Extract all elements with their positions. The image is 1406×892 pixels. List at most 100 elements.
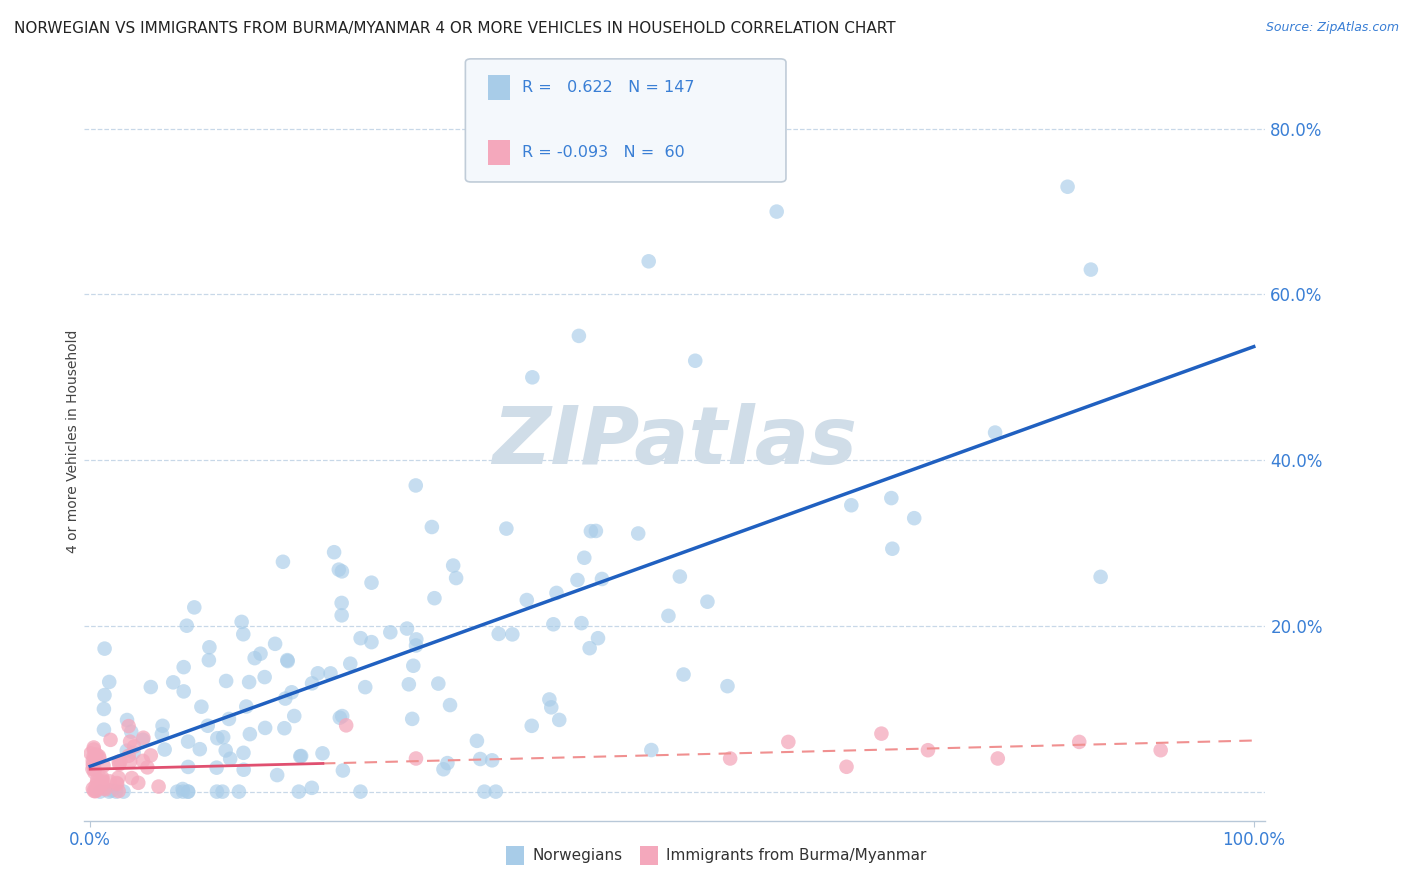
Point	[330, 565, 353, 579]
Point	[1056, 179, 1078, 194]
Point	[398, 677, 420, 691]
Point	[516, 593, 538, 607]
Point	[215, 743, 238, 757]
Point	[465, 734, 488, 748]
Point	[586, 631, 609, 645]
Point	[432, 762, 454, 776]
Point	[98, 675, 121, 690]
Point	[127, 776, 149, 790]
Point	[93, 781, 115, 796]
Point	[274, 691, 297, 706]
Point	[166, 784, 188, 798]
Point	[380, 625, 402, 640]
Point	[470, 752, 492, 766]
Point	[231, 615, 253, 629]
Point	[87, 779, 110, 793]
Point	[87, 749, 110, 764]
Point	[402, 658, 425, 673]
Point	[330, 596, 353, 610]
Point	[90, 774, 112, 789]
Point	[205, 784, 228, 798]
Point	[328, 563, 350, 577]
Point	[280, 685, 302, 699]
Point	[882, 541, 904, 556]
Point	[176, 618, 198, 632]
Point	[716, 679, 738, 693]
Point	[177, 784, 200, 798]
Point	[107, 784, 129, 798]
Point	[395, 622, 418, 636]
Point	[132, 754, 155, 768]
Point	[276, 653, 298, 667]
Point	[546, 586, 568, 600]
Point	[360, 575, 382, 590]
Point	[110, 754, 132, 768]
Text: Norwegians: Norwegians	[533, 848, 623, 863]
Point	[591, 572, 613, 586]
Point	[98, 774, 121, 789]
Point	[86, 747, 108, 762]
Point	[444, 571, 467, 585]
Point	[139, 680, 162, 694]
Point	[83, 763, 105, 777]
Point	[120, 734, 142, 748]
Point	[198, 640, 221, 655]
Point	[436, 756, 458, 771]
Point	[105, 777, 128, 791]
Point	[405, 751, 427, 765]
Point	[567, 573, 589, 587]
Point	[718, 751, 741, 765]
Point	[311, 747, 333, 761]
Point	[83, 784, 105, 798]
Point	[152, 719, 174, 733]
Point	[120, 724, 142, 739]
Point	[90, 779, 112, 793]
Point	[83, 742, 105, 756]
Point	[349, 631, 371, 645]
Point	[578, 641, 600, 656]
Text: NORWEGIAN VS IMMIGRANTS FROM BURMA/MYANMAR 4 OR MORE VEHICLES IN HOUSEHOLD CORRE: NORWEGIAN VS IMMIGRANTS FROM BURMA/MYANM…	[14, 21, 896, 36]
Point	[177, 784, 200, 798]
Point	[238, 675, 260, 690]
Point	[84, 749, 107, 764]
Point	[254, 721, 277, 735]
Point	[579, 524, 602, 538]
Point	[83, 765, 105, 780]
Point	[197, 719, 219, 733]
Point	[360, 635, 382, 649]
Point	[120, 755, 142, 769]
Point	[288, 784, 311, 798]
Point	[427, 676, 450, 690]
Point	[323, 545, 346, 559]
Point	[330, 608, 353, 623]
Point	[835, 760, 858, 774]
Point	[568, 329, 591, 343]
Point	[94, 782, 117, 797]
Point	[80, 747, 103, 761]
Point	[441, 558, 464, 573]
Point	[93, 702, 115, 716]
Point	[84, 784, 107, 798]
Point	[173, 660, 195, 674]
Point	[107, 771, 129, 785]
Point	[148, 780, 170, 794]
Point	[162, 675, 184, 690]
Point	[301, 780, 323, 795]
Point	[423, 591, 446, 606]
Point	[132, 731, 155, 745]
Point	[82, 757, 104, 772]
Point	[188, 742, 211, 756]
Point	[150, 727, 173, 741]
Point	[1069, 735, 1091, 749]
Point	[574, 550, 596, 565]
Point	[271, 555, 294, 569]
Point	[657, 608, 679, 623]
Point	[329, 711, 352, 725]
Point	[122, 746, 145, 760]
Point	[91, 771, 114, 785]
Point	[93, 723, 115, 737]
Point	[112, 784, 135, 798]
Point	[277, 654, 299, 668]
Point	[283, 709, 305, 723]
Point	[585, 524, 607, 538]
